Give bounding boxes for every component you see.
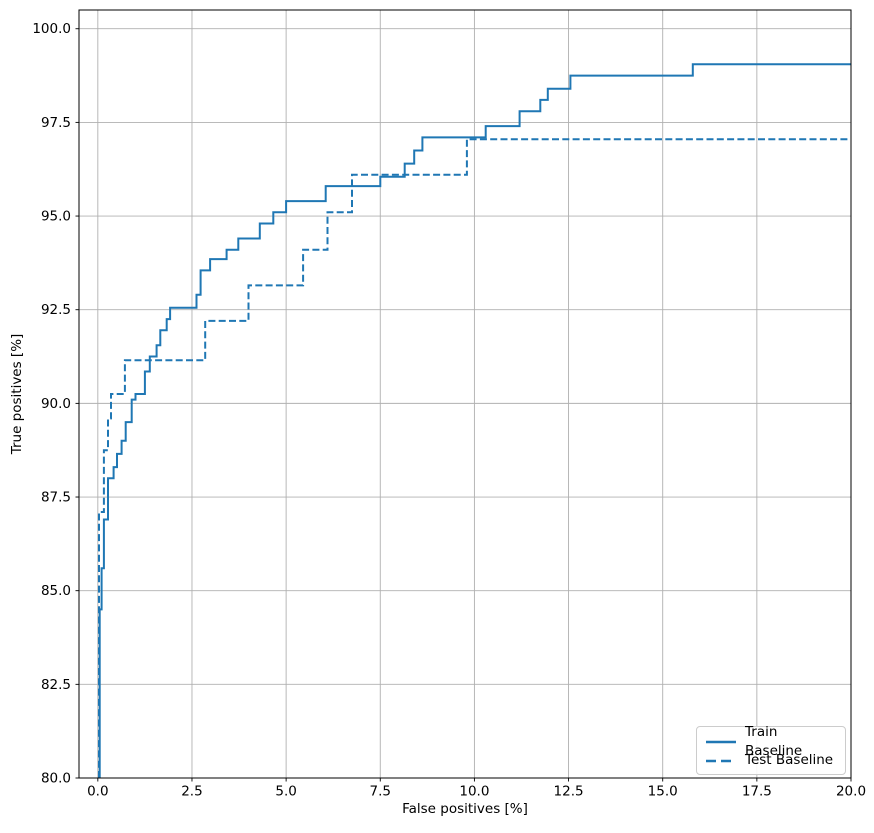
y-tick-label: 92.5 xyxy=(41,302,71,318)
train-line-sample-icon xyxy=(706,740,736,743)
x-tick-label: 20.0 xyxy=(836,784,866,800)
y-axis-label: True positives [%] xyxy=(9,333,25,455)
y-tick-label: 95.0 xyxy=(41,209,71,225)
x-tick-label: 7.5 xyxy=(370,784,391,800)
x-axis-label: False positives [%] xyxy=(402,801,528,817)
x-tick-label: 15.0 xyxy=(648,784,678,800)
legend-item-test: Test Baseline xyxy=(706,751,836,770)
x-tick-label: 12.5 xyxy=(554,784,584,800)
test-line-sample-icon xyxy=(706,759,736,762)
y-tick-label: 100.0 xyxy=(32,21,71,37)
x-tick-label: 5.0 xyxy=(275,784,296,800)
x-tick-label: 0.0 xyxy=(87,784,108,800)
x-tick-label: 10.0 xyxy=(459,784,489,800)
y-tick-label: 97.5 xyxy=(41,115,71,131)
legend-label-train: Train Baseline xyxy=(745,723,803,759)
y-tick-label: 80.0 xyxy=(41,771,71,787)
legend-label-test: Test Baseline xyxy=(745,752,834,768)
plot-border xyxy=(78,9,852,779)
test-baseline-line xyxy=(98,138,851,778)
y-tick-label: 85.0 xyxy=(41,583,71,599)
y-tick-label: 87.5 xyxy=(41,490,71,506)
train-baseline-line xyxy=(98,63,851,778)
x-tick-label: 2.5 xyxy=(181,784,202,800)
legend: Train Baseline Test Baseline xyxy=(696,724,846,775)
legend-item-train: Train Baseline xyxy=(706,724,836,759)
x-tick-label: 17.5 xyxy=(742,784,772,800)
y-tick-label: 82.5 xyxy=(41,677,71,693)
y-tick-label: 90.0 xyxy=(41,396,71,412)
